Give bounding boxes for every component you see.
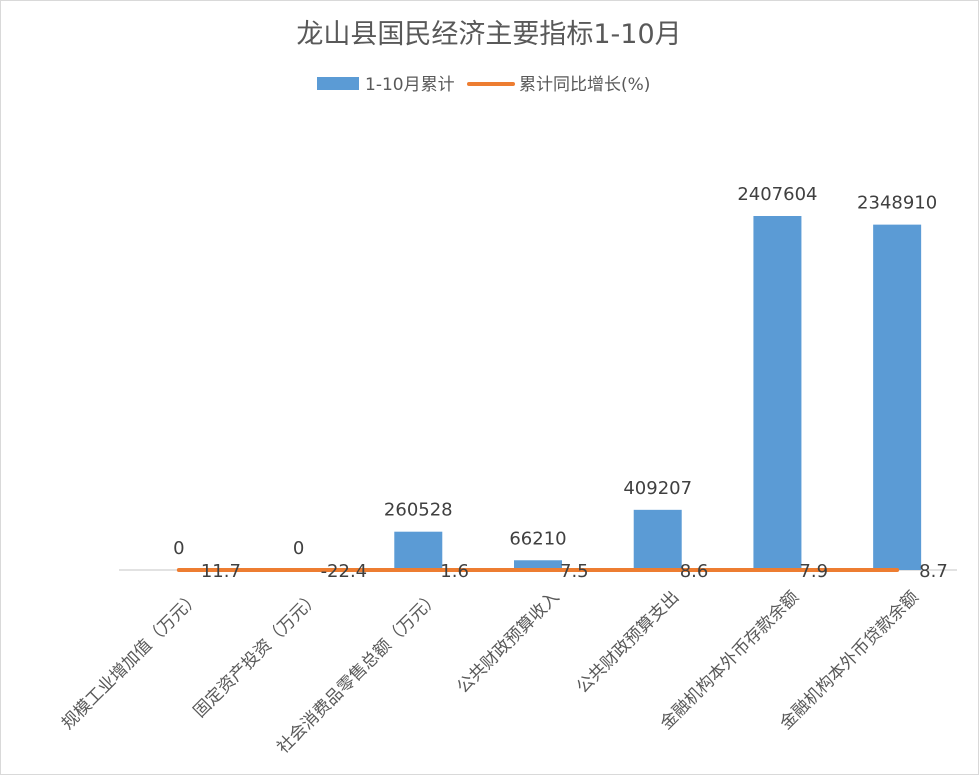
bar-4: [514, 560, 562, 570]
category-label-1: 规模工业增加值（万元）: [58, 587, 204, 733]
bar-5: [633, 509, 682, 570]
legend-label-line: 累计同比增长(%): [519, 75, 650, 95]
category-label-5: 公共财政预算支出: [573, 587, 683, 697]
category-label-2: 固定资产投资（万元）: [190, 587, 324, 721]
bar-series: [394, 216, 922, 571]
bar-value-label-7: 2348910: [857, 193, 937, 214]
bar-3: [394, 531, 443, 570]
bar-value-label-1: 0: [173, 538, 184, 559]
category-label-6: 金融机构本外币存款余额: [657, 587, 803, 733]
line-value-label-6: 7.9: [799, 561, 828, 582]
legend-label-bar: 1-10月累计: [365, 75, 455, 95]
bar-data-labels: 0 0 260528 66210 409207 2407604 2348910: [173, 184, 937, 559]
bar-6: [753, 216, 802, 570]
bar-value-label-6: 2407604: [737, 184, 817, 205]
chart-title: 龙山县国民经济主要指标1-10月: [296, 19, 681, 50]
category-labels: 规模工业增加值（万元）固定资产投资（万元）社会消费品零售总额（万元） 公共财政预算…: [58, 587, 923, 757]
category-label-4: 公共财政预算收入: [453, 587, 563, 697]
legend-swatch-bar: [317, 77, 359, 90]
category-label-7: 金融机构本外币贷款余额: [776, 587, 922, 733]
line-value-label-3: 1.6: [440, 561, 469, 582]
bar-7: [873, 224, 922, 571]
line-data-labels: 11.7 -22.4 1.6 7.5 8.6 7.9 8.7: [201, 561, 948, 582]
line-value-label-5: 8.6: [680, 561, 709, 582]
bar-value-label-3: 260528: [384, 500, 453, 521]
line-value-label-4: 7.5: [560, 561, 589, 582]
line-value-label-2: -22.4: [321, 561, 368, 582]
legend: 1-10月累计 累计同比增长(%): [317, 75, 650, 95]
line-value-label-7: 8.7: [919, 561, 948, 582]
line-value-label-1: 11.7: [201, 561, 241, 582]
bar-value-label-5: 409207: [623, 478, 692, 499]
bar-value-label-4: 66210: [509, 528, 566, 549]
bar-value-label-2: 0: [293, 538, 304, 559]
